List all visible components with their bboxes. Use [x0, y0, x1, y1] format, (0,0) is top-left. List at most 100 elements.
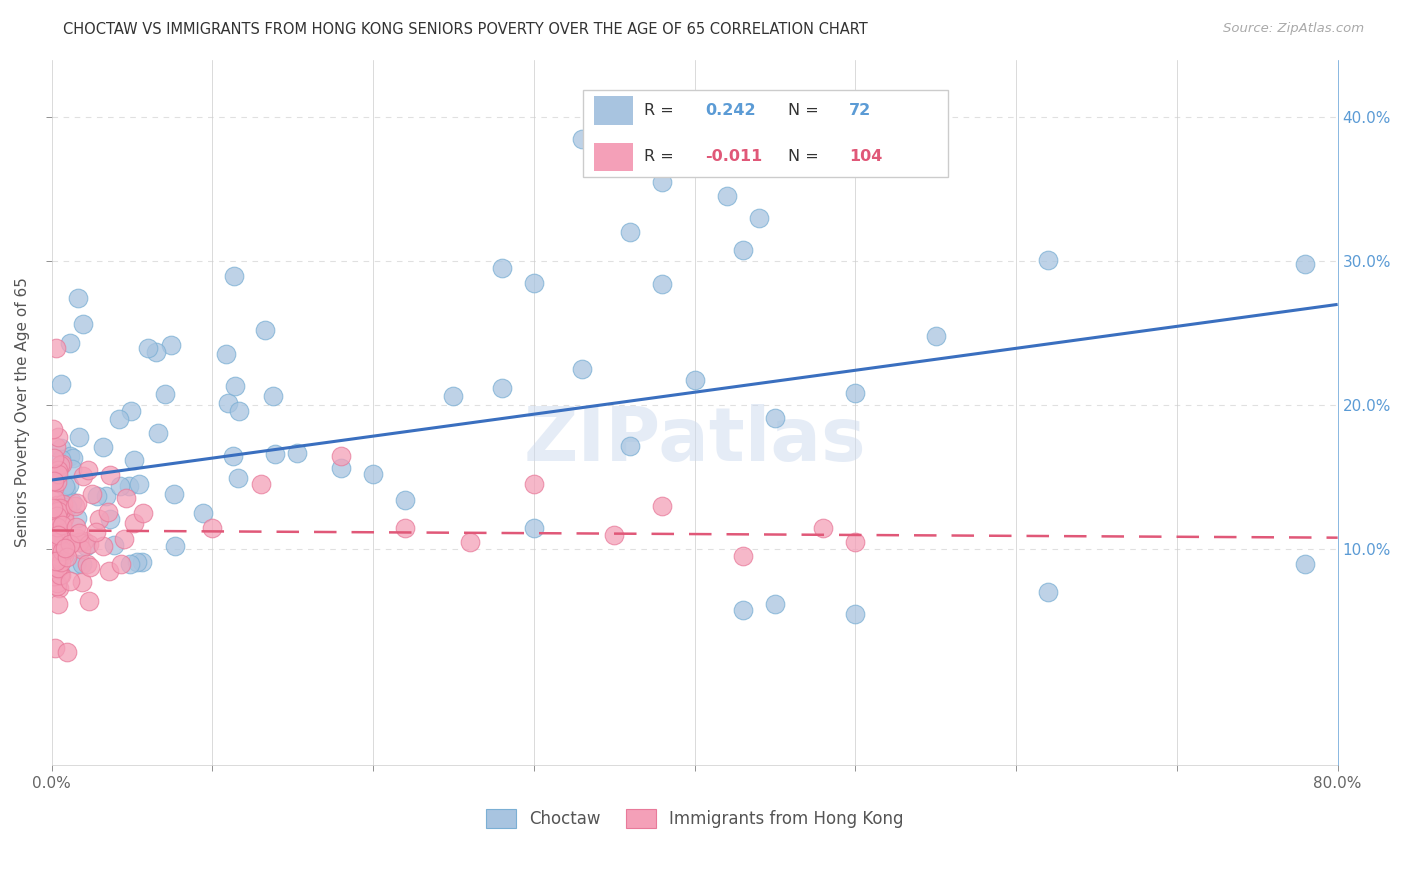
- Point: [110, 557, 132, 571]
- Point: [76, 557, 98, 571]
- Y-axis label: Seniors Poverty Over the Age of 65: Seniors Poverty Over the Age of 65: [15, 277, 30, 548]
- Point: [458, 535, 481, 549]
- Text: ZIPatlas: ZIPatlas: [523, 404, 866, 477]
- Point: [731, 243, 754, 257]
- Point: [51, 568, 73, 582]
- Point: [45, 520, 67, 534]
- Text: Source: ZipAtlas.com: Source: ZipAtlas.com: [1223, 22, 1364, 36]
- Point: [45, 579, 67, 593]
- Point: [844, 535, 866, 549]
- Point: [120, 404, 142, 418]
- Point: [523, 521, 546, 535]
- Point: [53, 544, 76, 558]
- Point: [51, 544, 73, 558]
- Text: 104: 104: [849, 150, 883, 164]
- Point: [42, 474, 65, 488]
- Point: [44, 568, 66, 582]
- Point: [228, 404, 250, 418]
- Text: R =: R =: [644, 103, 679, 118]
- Point: [87, 511, 110, 525]
- Point: [52, 511, 75, 525]
- Point: [49, 555, 72, 569]
- Point: [62, 451, 84, 466]
- Point: [60, 462, 83, 476]
- Point: [56, 550, 79, 565]
- Point: [98, 512, 121, 526]
- Point: [49, 458, 72, 473]
- Point: [763, 597, 786, 611]
- Point: [103, 538, 125, 552]
- Point: [491, 380, 513, 394]
- Point: [42, 569, 65, 583]
- Point: [222, 449, 245, 463]
- Point: [45, 509, 67, 524]
- Point: [394, 493, 416, 508]
- Point: [63, 499, 86, 513]
- Point: [44, 521, 66, 535]
- Point: [67, 292, 90, 306]
- Text: R =: R =: [644, 150, 679, 164]
- Point: [48, 541, 70, 555]
- Point: [44, 440, 66, 454]
- Point: [67, 525, 90, 540]
- Text: N =: N =: [789, 103, 824, 118]
- Point: [118, 557, 141, 571]
- Point: [45, 341, 67, 355]
- Point: [44, 491, 66, 506]
- Point: [67, 534, 90, 549]
- Point: [70, 574, 93, 589]
- Point: [75, 539, 97, 553]
- Point: [285, 445, 308, 459]
- Point: [49, 568, 72, 582]
- Point: [683, 373, 706, 387]
- Point: [214, 346, 236, 360]
- Point: [55, 482, 77, 496]
- Point: [67, 429, 90, 443]
- Point: [72, 468, 94, 483]
- Point: [45, 498, 67, 512]
- Point: [46, 467, 69, 482]
- Point: [79, 560, 101, 574]
- Point: [59, 449, 82, 463]
- Point: [224, 269, 246, 284]
- Point: [253, 323, 276, 337]
- Point: [122, 453, 145, 467]
- Point: [523, 276, 546, 290]
- FancyBboxPatch shape: [582, 90, 948, 178]
- Point: [73, 534, 96, 549]
- Point: [42, 531, 65, 545]
- Point: [48, 597, 70, 611]
- Point: [201, 520, 224, 534]
- Point: [42, 421, 65, 435]
- Point: [115, 491, 138, 505]
- Point: [51, 501, 73, 516]
- Point: [1295, 257, 1317, 271]
- Point: [91, 539, 114, 553]
- Point: [51, 517, 73, 532]
- Point: [651, 277, 673, 291]
- Point: [42, 501, 65, 516]
- Point: [48, 550, 70, 565]
- Point: [603, 528, 626, 542]
- Point: [146, 425, 169, 440]
- Point: [46, 463, 69, 477]
- Point: [122, 516, 145, 530]
- Point: [165, 539, 187, 553]
- Text: -0.011: -0.011: [704, 150, 762, 164]
- Point: [56, 645, 79, 659]
- Point: [42, 451, 65, 466]
- Point: [51, 457, 73, 471]
- Point: [112, 532, 135, 546]
- Point: [1038, 585, 1060, 599]
- Point: [731, 602, 754, 616]
- Point: [45, 554, 67, 568]
- Point: [53, 548, 76, 562]
- Point: [65, 520, 87, 534]
- Point: [45, 532, 67, 546]
- Legend: Choctaw, Immigrants from Hong Kong: Choctaw, Immigrants from Hong Kong: [479, 802, 910, 834]
- Point: [716, 189, 738, 203]
- Point: [145, 344, 167, 359]
- Point: [42, 532, 65, 546]
- Point: [108, 479, 131, 493]
- Point: [44, 535, 66, 549]
